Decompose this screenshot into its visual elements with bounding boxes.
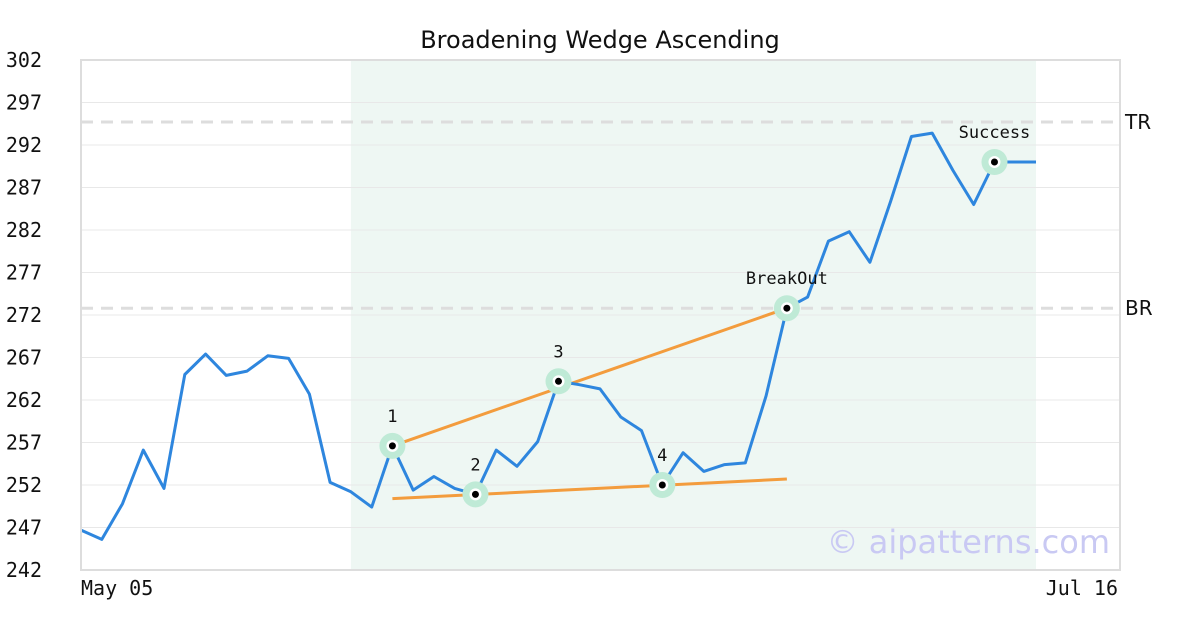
y-tick-label: 267 [6, 346, 42, 370]
y-tick-label: 262 [6, 388, 42, 412]
point-marker [471, 490, 479, 498]
point-marker [555, 377, 562, 385]
point-label: Success [959, 123, 1031, 143]
y-tick-label: 297 [6, 91, 42, 115]
point-label: BreakOut [746, 269, 828, 289]
level-label: BR [1125, 296, 1153, 320]
plot-frame [80, 59, 1121, 571]
point-layer: 1 2 3 4 BreakOut Success [379, 123, 1031, 508]
y-tick-label: 252 [6, 473, 42, 497]
axis-layer: 302 297 292 287 282 277 272 267 262 257 252 247 242 M… [6, 48, 1118, 600]
y-tick-label: 272 [6, 303, 42, 327]
y-tick-label: 282 [6, 218, 42, 242]
point-marker [990, 158, 998, 166]
x-tick-label: Jul 16 [1046, 576, 1118, 600]
level-label: TR [1124, 110, 1151, 134]
y-tick-label: 242 [6, 558, 42, 582]
level-layer: TR BR [81, 110, 1153, 320]
point-label: 2 [470, 455, 480, 475]
y-tick-label: 287 [6, 176, 42, 200]
y-tick-label: 292 [6, 133, 42, 157]
x-tick-label: May 05 [81, 576, 153, 600]
y-tick-label: 277 [6, 261, 42, 285]
y-tick-label: 247 [6, 516, 42, 540]
point-label: 4 [657, 446, 667, 466]
y-tick-label: 302 [6, 48, 42, 72]
trend-layer [391, 306, 788, 501]
chart-title: Broadening Wedge Ascending [420, 26, 780, 54]
point-marker [658, 481, 666, 489]
point-marker [388, 442, 396, 450]
point-label: 1 [387, 407, 397, 427]
trend-line [391, 306, 788, 448]
point-marker [783, 304, 791, 312]
grid-layer [81, 59, 1120, 571]
point-label: 3 [553, 342, 563, 362]
y-tick-label: 257 [6, 431, 42, 455]
watermark: © aipatterns.com [827, 523, 1110, 561]
trend-line [392, 477, 787, 501]
